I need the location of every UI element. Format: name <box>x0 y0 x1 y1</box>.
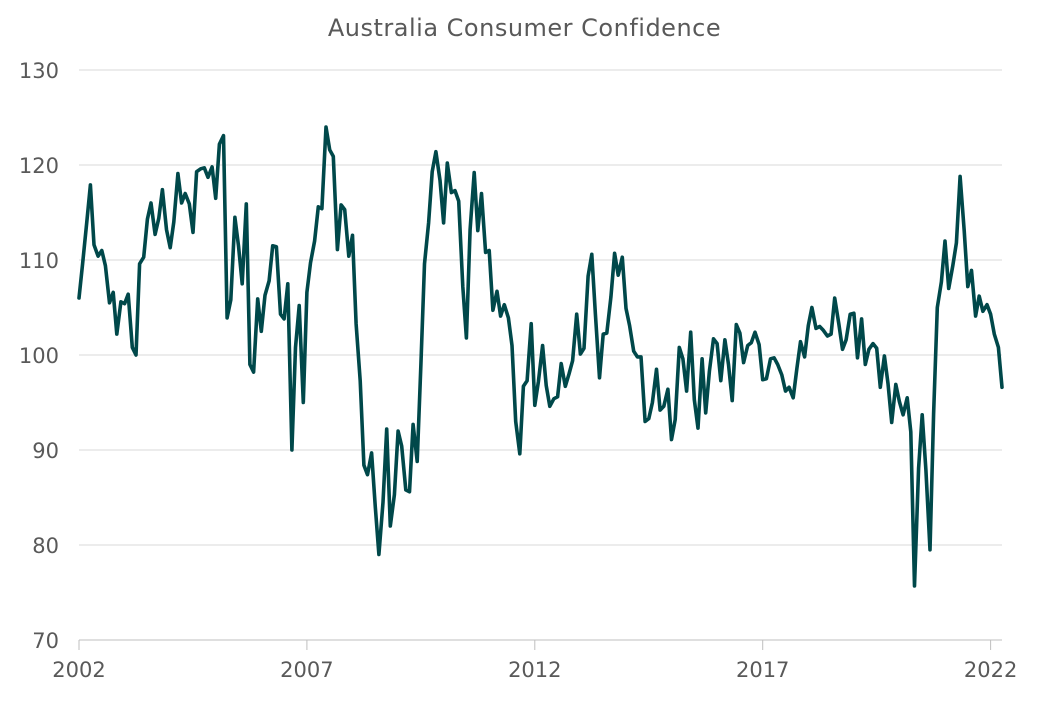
chart-title: Australia Consumer Confidence <box>327 14 722 42</box>
gridlines <box>79 69 1002 546</box>
x-tick-label: 2007 <box>280 658 333 682</box>
y-tick-label: 100 <box>19 344 59 368</box>
y-tick-label: 80 <box>32 534 59 558</box>
series-line-0 <box>77 125 1004 588</box>
x-tick-label: 2017 <box>736 658 789 682</box>
x-tick-label: 2022 <box>964 658 1017 682</box>
x-tick-label: 2002 <box>52 658 105 682</box>
y-tick-label: 90 <box>32 439 59 463</box>
y-tick-label: 110 <box>19 249 59 273</box>
y-tick-label: 70 <box>32 629 59 653</box>
y-tick-label: 120 <box>19 154 59 178</box>
y-tick-label: 130 <box>19 59 59 83</box>
tick-labels: 70 80 90 100 110 120 130 2002 2007 2012 2017 2022 <box>19 59 1017 682</box>
axes <box>78 639 1002 650</box>
series-layer <box>77 125 1004 588</box>
x-tick-label: 2012 <box>508 658 561 682</box>
